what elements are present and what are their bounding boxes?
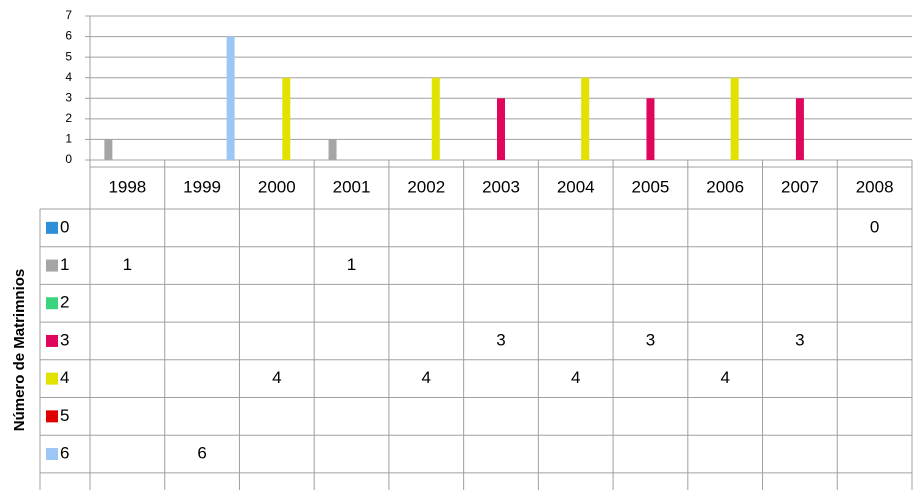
y-tick-label: 5 [65,49,72,63]
bar [795,98,804,160]
x-tick-label: 2008 [856,177,894,196]
y-tick-label: 4 [65,70,72,84]
bar [282,77,291,160]
bar [646,98,655,160]
x-tick-label: 2003 [482,177,520,196]
legend-swatch [46,334,58,347]
legend-label: 1 [60,255,69,274]
legend-swatch [46,372,58,385]
table-value: 4 [272,368,281,387]
table-value: 0 [870,217,879,236]
x-tick-label: 1999 [183,177,221,196]
x-tick-label: 2007 [781,177,819,196]
legend-swatch [46,448,58,461]
x-tick-label: 1998 [108,177,146,196]
legend-label: 6 [60,444,69,463]
table-value: 4 [571,368,580,387]
x-tick-label: 2006 [706,177,744,196]
legend-label: 3 [60,330,69,349]
table-value: 6 [197,444,206,463]
table-value: 3 [646,330,655,349]
y-tick-label: 7 [65,8,72,22]
bar [581,77,590,160]
x-tick-label: 2002 [407,177,445,196]
bar [104,139,113,160]
y-tick-label: 0 [65,152,72,166]
legend-label: 5 [60,406,69,425]
legend-label: 2 [60,293,69,312]
table-value: 1 [347,255,356,274]
legend-swatch [46,297,58,310]
x-tick-label: 2005 [632,177,670,196]
x-tick-label: 2004 [557,177,595,196]
table-value: 1 [123,255,132,274]
y-tick-label: 2 [65,111,72,125]
legend-swatch [46,221,58,234]
legend-swatch [46,259,58,272]
table-value: 4 [720,368,729,387]
table-value: 3 [496,330,505,349]
legend-label: 4 [60,368,69,387]
x-tick-label: 2000 [258,177,296,196]
bar [226,36,235,161]
x-tick-label: 2001 [333,177,371,196]
bar [497,98,505,160]
y-tick-label: 3 [65,90,72,104]
legend-label: 0 [60,217,69,236]
bar [328,139,337,160]
y-tick-label: 6 [65,29,72,43]
legend-swatch [46,410,58,423]
y-axis-label: Número de Matrimnios [11,269,28,432]
bar [730,77,739,160]
bar [431,77,440,160]
table-value: 4 [422,368,431,387]
y-tick-label: 1 [65,132,72,146]
table-value: 3 [795,330,804,349]
